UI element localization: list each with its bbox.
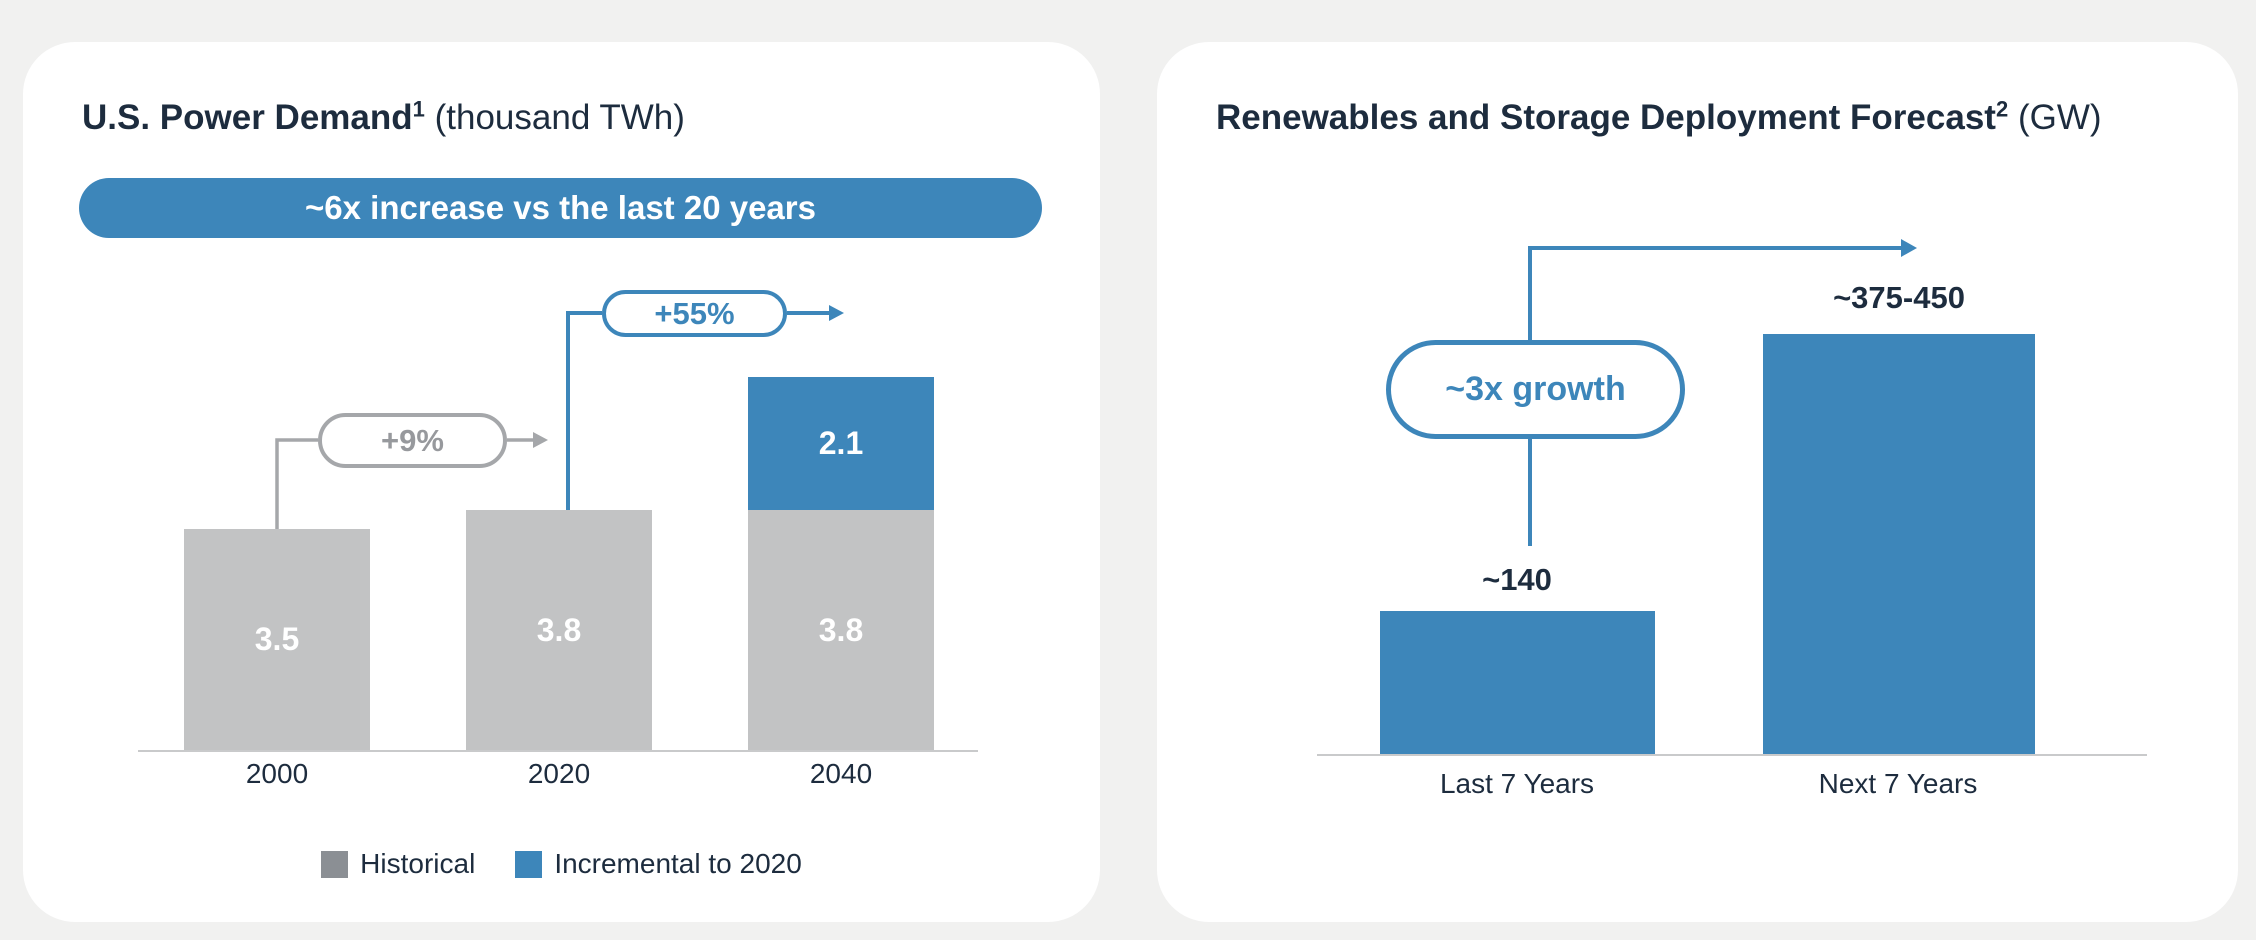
x-label-last-7-years: Last 7 Years: [1439, 768, 1595, 799]
right-chart-title-text: Renewables and Storage Deployment Foreca…: [1216, 98, 1996, 137]
plus-55-percent-annotation: +55%: [602, 290, 787, 337]
bar-2040-incremental-segment: 2.1: [748, 377, 934, 510]
right-title-footnote-marker: 2: [1995, 96, 2009, 122]
x-label-2020: 2020: [527, 758, 591, 789]
bar-2000-historical-segment: 3.5: [184, 529, 370, 750]
bar-2020-value: 3.8: [536, 611, 582, 648]
bar-2040: 2.1 3.8: [748, 377, 934, 750]
bar-2040-incremental-value: 2.1: [818, 425, 864, 461]
left-chart-legend: Historical Incremental to 2020: [23, 848, 1100, 880]
bar-last-7-years: [1380, 611, 1655, 754]
legend-item-incremental: Incremental to 2020: [515, 848, 802, 880]
legend-incremental-label: Incremental to 2020: [554, 848, 802, 879]
bar-next-7-years: [1763, 334, 2035, 754]
plus-9-percent-annotation: +9%: [318, 413, 507, 468]
bar-2020: 3.8: [466, 510, 652, 750]
legend-historical-label: Historical: [360, 848, 476, 879]
legend-item-historical: Historical: [321, 848, 475, 880]
left-chart-baseline: [138, 750, 978, 752]
growth-connector-arrows: [275, 305, 844, 529]
gray-arrowhead-icon: [533, 432, 548, 448]
left-title-footnote-marker: 1: [412, 96, 425, 122]
value-label-last-7-years: ~140: [1482, 562, 1552, 597]
historical-swatch-icon: [321, 850, 349, 878]
incremental-swatch-icon: [515, 850, 543, 878]
x-label-2040: 2040: [809, 758, 873, 789]
x-label-next-7-years: Next 7 Years: [1818, 768, 1978, 799]
bar-2040-historical-segment: 3.8: [748, 510, 934, 750]
bar-2020-historical-segment: 3.8: [466, 510, 652, 750]
three-x-growth-arrow: [1528, 239, 1917, 546]
left-chart-title: U.S. Power Demand1 (thousand TWh): [82, 98, 685, 138]
left-chart-title-text: U.S. Power Demand: [82, 98, 413, 137]
renewables-forecast-card: Renewables and Storage Deployment Foreca…: [1157, 42, 2238, 922]
bar-2000-value: 3.5: [254, 621, 300, 657]
right-chart-title: Renewables and Storage Deployment Foreca…: [1216, 98, 2102, 138]
left-chart-unit-label: (thousand TWh): [434, 98, 685, 137]
right-chart-unit-label: (GW): [2017, 98, 2102, 137]
growth-arrowhead-icon: [1901, 239, 1917, 257]
blue-arrowhead-icon: [829, 305, 844, 321]
value-label-next-7-years: ~375-450: [1833, 280, 1965, 315]
six-x-increase-banner: ~6x increase vs the last 20 years: [79, 178, 1042, 238]
bar-2040-historical-value: 3.8: [818, 611, 864, 648]
us-power-demand-card: U.S. Power Demand1 (thousand TWh) ~6x in…: [23, 42, 1100, 922]
x-label-2000: 2000: [245, 758, 309, 789]
right-chart-baseline: [1317, 754, 2147, 756]
bar-2000: 3.5: [184, 529, 370, 750]
three-x-growth-annotation: ~3x growth: [1386, 340, 1685, 439]
